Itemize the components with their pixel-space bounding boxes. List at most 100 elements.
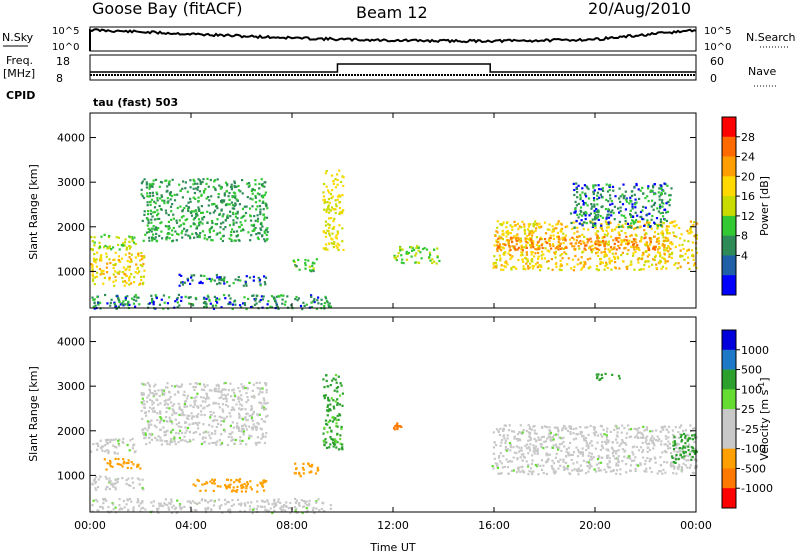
range-gate-cell — [96, 500, 99, 503]
range-gate-cell — [647, 248, 651, 252]
range-gate-cell — [122, 300, 125, 303]
range-gate-cell — [521, 459, 524, 462]
range-gate-cell — [521, 249, 524, 252]
range-gate-cell — [200, 396, 203, 399]
range-gate-cell — [654, 248, 657, 251]
range-gate-cell — [236, 488, 239, 492]
range-gate-cell — [215, 233, 218, 236]
range-gate-cell — [676, 466, 679, 469]
range-gate-cell — [147, 423, 150, 426]
range-gate-cell — [269, 507, 272, 510]
range-gate-cell — [335, 237, 338, 240]
range-gate-cell — [203, 406, 206, 409]
range-gate-cell — [295, 295, 298, 299]
range-gate-cell — [211, 221, 214, 225]
range-gate-cell — [130, 461, 133, 464]
range-gate-cell — [529, 223, 532, 226]
range-gate-cell — [665, 443, 668, 446]
range-gate-cell — [650, 205, 653, 208]
range-gate-cell — [502, 243, 505, 246]
range-gate-cell — [172, 213, 175, 216]
range-gate-cell — [507, 429, 511, 432]
range-gate-cell — [590, 440, 593, 443]
range-gate-cell — [326, 229, 329, 232]
range-gate-cell — [596, 216, 599, 219]
range-gate-cell — [166, 233, 169, 236]
range-gate-cell — [212, 480, 215, 483]
range-gate-cell — [587, 239, 590, 242]
range-gate-cell — [670, 253, 673, 256]
range-gate-cell — [280, 509, 283, 512]
range-gate-cell — [672, 444, 675, 447]
range-gate-cell — [203, 274, 206, 278]
range-gate-cell — [600, 251, 603, 254]
range-gate-cell — [629, 464, 633, 467]
range-gate-cell — [605, 442, 608, 445]
range-gate-cell — [175, 423, 178, 426]
range-gate-cell — [213, 387, 216, 390]
range-gate-cell — [296, 299, 299, 302]
range-gate-cell — [153, 200, 156, 203]
range-gate-cell — [613, 228, 617, 231]
range-gate-cell — [142, 431, 145, 434]
range-gate-cell — [99, 301, 102, 304]
range-gate-cell — [636, 214, 639, 217]
nsearch-label: N.Search — [746, 31, 796, 44]
range-gate-cell — [114, 478, 117, 482]
range-gate-cell — [582, 459, 585, 462]
range-gate-cell — [165, 440, 169, 443]
range-gate-cell — [658, 438, 661, 441]
range-gate-cell — [329, 419, 332, 422]
range-gate-cell — [531, 473, 534, 476]
range-gate-cell — [533, 437, 536, 440]
range-gate-cell — [695, 459, 698, 462]
range-gate-cell — [327, 303, 330, 307]
range-gate-cell — [552, 243, 555, 246]
range-gate-cell — [557, 428, 560, 431]
freq-step-line — [90, 63, 696, 73]
range-gate-cell — [143, 210, 146, 213]
range-gate-cell — [234, 239, 237, 242]
range-gate-cell — [194, 382, 197, 385]
range-gate-cell — [231, 307, 234, 310]
range-gate-cell — [649, 430, 652, 433]
range-gate-cell — [665, 437, 668, 440]
range-gate-cell — [198, 190, 202, 193]
range-gate-cell — [205, 304, 208, 308]
range-gate-cell — [661, 199, 664, 202]
range-gate-cell — [117, 236, 120, 239]
range-gate-cell — [217, 384, 220, 387]
range-gate-cell — [187, 296, 190, 299]
range-gate-cell — [233, 481, 236, 484]
range-gate-cell — [436, 256, 439, 259]
range-gate-cell — [673, 220, 676, 223]
range-gate-cell — [274, 504, 277, 507]
range-gate-cell — [409, 246, 412, 249]
colorbar-tick-label: 12 — [741, 210, 755, 223]
range-gate-cell — [180, 232, 183, 235]
range-gate-cell — [178, 407, 181, 410]
range-gate-cell — [524, 237, 527, 240]
range-gate-cell — [311, 264, 314, 268]
range-gate-cell — [656, 435, 659, 438]
range-gate-cell — [127, 302, 130, 305]
range-gate-cell — [173, 440, 176, 443]
range-gate-cell — [115, 446, 118, 449]
range-gate-cell — [140, 188, 143, 191]
range-gate-cell — [184, 219, 187, 222]
range-gate-cell — [632, 252, 635, 255]
range-gate-cell — [673, 263, 676, 266]
range-gate-cell — [581, 251, 584, 254]
range-gate-cell — [290, 304, 293, 307]
range-gate-cell — [264, 384, 267, 387]
range-gate-cell — [218, 415, 221, 418]
range-gate-cell — [226, 478, 229, 481]
range-gate-cell — [266, 230, 269, 234]
range-gate-cell — [528, 232, 531, 235]
range-gate-cell — [190, 214, 194, 217]
range-gate-cell — [649, 466, 652, 470]
range-gate-cell — [571, 469, 574, 472]
range-gate-cell — [264, 240, 267, 243]
range-gate-cell — [212, 186, 215, 189]
range-gate-cell — [545, 472, 548, 476]
